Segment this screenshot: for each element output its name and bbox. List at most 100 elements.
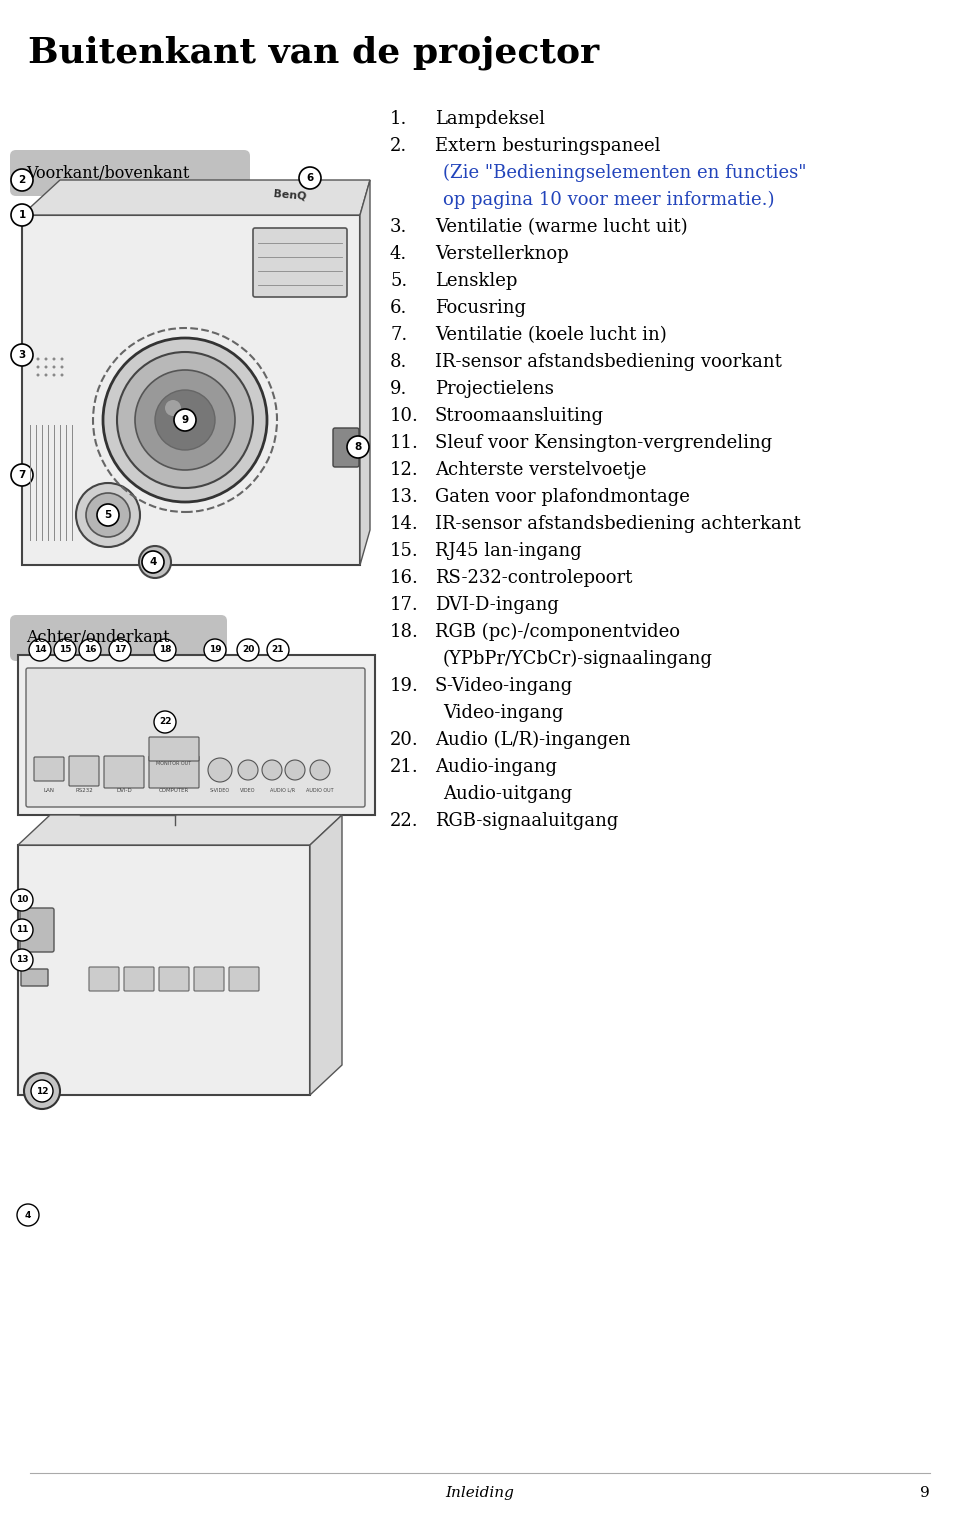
Text: 9: 9 bbox=[921, 1485, 930, 1501]
Text: 22: 22 bbox=[158, 717, 171, 726]
Circle shape bbox=[53, 366, 56, 369]
Circle shape bbox=[11, 920, 33, 941]
Circle shape bbox=[53, 357, 56, 360]
FancyBboxPatch shape bbox=[34, 756, 64, 781]
FancyBboxPatch shape bbox=[10, 615, 227, 660]
Text: RGB-signaaluitgang: RGB-signaaluitgang bbox=[435, 811, 618, 830]
Circle shape bbox=[208, 758, 232, 782]
Text: Projectielens: Projectielens bbox=[435, 380, 554, 398]
Text: Voorkant/bovenkant: Voorkant/bovenkant bbox=[26, 165, 189, 181]
FancyBboxPatch shape bbox=[104, 756, 144, 788]
Text: Video-ingang: Video-ingang bbox=[443, 705, 564, 721]
Text: 19.: 19. bbox=[390, 677, 419, 695]
Text: 15.: 15. bbox=[390, 541, 419, 560]
Circle shape bbox=[147, 554, 163, 570]
Circle shape bbox=[103, 339, 267, 502]
Text: S-VIDEO: S-VIDEO bbox=[210, 788, 230, 793]
FancyBboxPatch shape bbox=[89, 967, 119, 991]
Text: Lensklep: Lensklep bbox=[435, 271, 517, 290]
Circle shape bbox=[154, 639, 176, 660]
Circle shape bbox=[165, 400, 181, 416]
Text: 18.: 18. bbox=[390, 624, 419, 640]
Text: 8.: 8. bbox=[390, 352, 407, 371]
Text: COMPUTER: COMPUTER bbox=[158, 788, 189, 793]
Circle shape bbox=[79, 639, 101, 660]
Text: Ventilatie (warme lucht uit): Ventilatie (warme lucht uit) bbox=[435, 218, 687, 236]
FancyBboxPatch shape bbox=[149, 737, 199, 761]
Circle shape bbox=[135, 371, 235, 470]
Text: 12.: 12. bbox=[390, 461, 419, 479]
Circle shape bbox=[142, 551, 164, 573]
Text: 19: 19 bbox=[208, 645, 222, 654]
Text: 15: 15 bbox=[59, 645, 71, 654]
Polygon shape bbox=[22, 215, 360, 564]
Circle shape bbox=[262, 759, 282, 779]
Circle shape bbox=[174, 409, 196, 432]
Text: Extern besturingspaneel: Extern besturingspaneel bbox=[435, 137, 660, 156]
Circle shape bbox=[24, 1074, 60, 1109]
Circle shape bbox=[267, 639, 289, 660]
Circle shape bbox=[31, 1080, 53, 1103]
Text: Achter/onderkant: Achter/onderkant bbox=[26, 630, 170, 647]
Polygon shape bbox=[18, 656, 375, 814]
Text: 18: 18 bbox=[158, 645, 171, 654]
Text: 13.: 13. bbox=[390, 488, 419, 506]
Text: Buitenkant van de projector: Buitenkant van de projector bbox=[28, 35, 599, 70]
Circle shape bbox=[36, 357, 39, 360]
Text: Verstellerknop: Verstellerknop bbox=[435, 246, 568, 262]
Circle shape bbox=[86, 493, 130, 537]
Text: IR-sensor afstandsbediening voorkant: IR-sensor afstandsbediening voorkant bbox=[435, 352, 781, 371]
Text: 5.: 5. bbox=[390, 271, 407, 290]
FancyBboxPatch shape bbox=[20, 907, 54, 952]
Text: 2.: 2. bbox=[390, 137, 407, 156]
Circle shape bbox=[154, 711, 176, 734]
Text: Inleiding: Inleiding bbox=[445, 1485, 515, 1501]
Text: 14.: 14. bbox=[390, 515, 419, 534]
Text: AUDIO L/R: AUDIO L/R bbox=[271, 788, 296, 793]
Text: Ventilatie (koele lucht in): Ventilatie (koele lucht in) bbox=[435, 326, 667, 345]
Text: 11: 11 bbox=[15, 926, 28, 935]
Polygon shape bbox=[22, 180, 370, 215]
Text: Audio-ingang: Audio-ingang bbox=[435, 758, 557, 776]
Circle shape bbox=[98, 505, 118, 525]
Text: 17.: 17. bbox=[390, 596, 419, 615]
Text: 21.: 21. bbox=[390, 758, 419, 776]
Text: Audio-uitgang: Audio-uitgang bbox=[443, 785, 572, 804]
Text: Stroomaansluiting: Stroomaansluiting bbox=[435, 407, 604, 425]
Circle shape bbox=[11, 169, 33, 191]
Circle shape bbox=[32, 1081, 52, 1101]
Text: Focusring: Focusring bbox=[435, 299, 526, 317]
Polygon shape bbox=[18, 814, 342, 845]
Text: 3: 3 bbox=[18, 351, 26, 360]
Circle shape bbox=[53, 374, 56, 377]
Text: LAN: LAN bbox=[43, 788, 55, 793]
FancyBboxPatch shape bbox=[159, 967, 189, 991]
Circle shape bbox=[347, 436, 369, 458]
Circle shape bbox=[60, 374, 63, 377]
FancyBboxPatch shape bbox=[253, 229, 347, 297]
Circle shape bbox=[285, 759, 305, 779]
Text: MONITOR OUT: MONITOR OUT bbox=[156, 761, 192, 766]
FancyBboxPatch shape bbox=[333, 429, 359, 467]
Text: 8: 8 bbox=[354, 442, 362, 451]
Text: 4: 4 bbox=[150, 557, 156, 567]
Text: 21: 21 bbox=[272, 645, 284, 654]
Circle shape bbox=[139, 546, 171, 578]
Text: 14: 14 bbox=[34, 645, 46, 654]
Circle shape bbox=[11, 949, 33, 971]
Text: 16: 16 bbox=[84, 645, 96, 654]
Text: 17: 17 bbox=[113, 645, 127, 654]
Text: Achterste verstelvoetje: Achterste verstelvoetje bbox=[435, 461, 646, 479]
Text: 5: 5 bbox=[105, 509, 111, 520]
Circle shape bbox=[60, 366, 63, 369]
Circle shape bbox=[11, 204, 33, 226]
Text: 22.: 22. bbox=[390, 811, 419, 830]
Text: RS-232-controlepoort: RS-232-controlepoort bbox=[435, 569, 633, 587]
Circle shape bbox=[29, 639, 51, 660]
Text: 10: 10 bbox=[15, 895, 28, 904]
Circle shape bbox=[36, 374, 39, 377]
Polygon shape bbox=[360, 180, 370, 564]
Text: 3.: 3. bbox=[390, 218, 407, 236]
Text: VIDEO: VIDEO bbox=[240, 788, 255, 793]
Text: 12: 12 bbox=[36, 1086, 48, 1095]
